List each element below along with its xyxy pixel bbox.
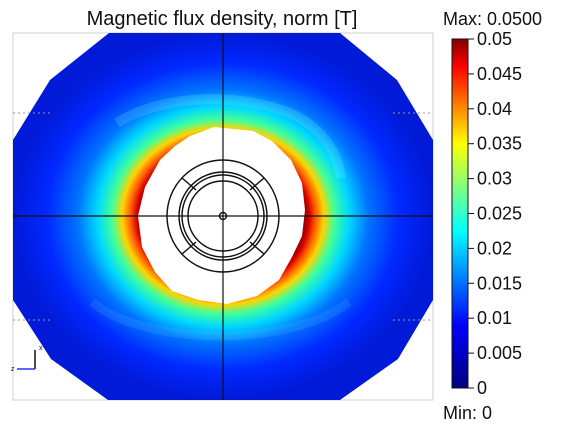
colorbar-tick-label: 0.04: [477, 99, 512, 119]
colorbar-ticks: 0.05 0.045 0.04 0.035 0.03 0.025 0.02 0.015 0.01…: [468, 29, 522, 398]
chart-title: Magnetic flux density, norm [T]: [86, 8, 358, 30]
colorbar-tick-label: 0.035: [477, 134, 522, 154]
colorbar-tick-label: 0.005: [477, 343, 522, 363]
field-noise-band: [114, 94, 346, 179]
colorbar-tick-label: 0: [477, 378, 487, 398]
colorbar-tick-label: 0.01: [477, 308, 512, 328]
colorbar-max-label: Max: 0.0500: [443, 9, 543, 29]
geometry-radial-line: [249, 177, 265, 191]
geometry-radial-line: [249, 241, 265, 255]
colorbar-tick-label: 0.03: [477, 169, 512, 189]
geometry-radial-line: [181, 241, 197, 255]
colorbar-min-label: Min: 0: [443, 403, 493, 423]
dotted-boundary-guides: [13, 112, 433, 321]
crosshair-lines: [13, 33, 433, 400]
colorbar-scale: [451, 38, 469, 389]
plot-area: x z: [11, 32, 434, 401]
axis-triad-x-label: x: [39, 345, 43, 352]
colorbar-tick-label: 0.045: [477, 64, 522, 84]
colorbar-tick-label: 0.05: [477, 29, 512, 49]
field-noise-band-lower: [89, 298, 352, 341]
axis-triad: x z: [11, 345, 43, 373]
field-layer: [13, 33, 433, 400]
axis-triad-z-label: z: [11, 366, 15, 373]
colorbar-tick-label: 0.015: [477, 273, 522, 293]
colorbar-tick-label: 0.025: [477, 204, 522, 224]
colorbar: 0.05 0.045 0.04 0.035 0.03 0.025 0.02 0.015 0.01…: [451, 29, 522, 398]
colorbar-tick-label: 0.02: [477, 238, 512, 258]
geometry-radial-line: [181, 177, 197, 191]
